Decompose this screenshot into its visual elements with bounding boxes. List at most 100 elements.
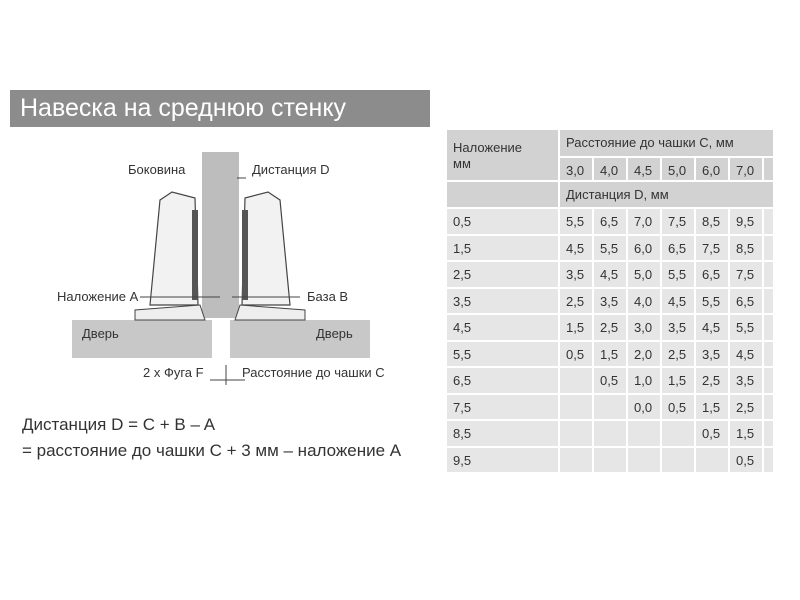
row-header: 1,5 xyxy=(447,235,560,262)
cell: 4,5 xyxy=(696,315,730,342)
cell: 6,5 xyxy=(594,209,628,236)
cell: 4,5 xyxy=(730,341,764,368)
cell: 6,5 xyxy=(696,262,730,289)
cell: 3,5 xyxy=(560,262,594,289)
cell: 3,0 xyxy=(628,315,662,342)
row-header: 6,5 xyxy=(447,368,560,395)
cell: 1,0 xyxy=(628,368,662,395)
cell: 9,5 xyxy=(730,209,764,236)
column-header: 7,0 xyxy=(730,158,764,182)
cell xyxy=(628,421,662,448)
cell xyxy=(560,394,594,421)
cell: 2,5 xyxy=(594,315,628,342)
formula: Дистанция D = C + B – A xyxy=(22,415,216,434)
cell: 5,5 xyxy=(730,315,764,342)
cell: 5,5 xyxy=(560,209,594,236)
row-header: 3,5 xyxy=(447,288,560,315)
filler xyxy=(764,315,775,342)
title: Навеска на среднюю стенку xyxy=(10,90,430,127)
cell xyxy=(662,447,696,474)
cell: 4,5 xyxy=(560,235,594,262)
cell: 7,0 xyxy=(628,209,662,236)
cell: 4,5 xyxy=(594,262,628,289)
cell: 3,5 xyxy=(594,288,628,315)
cell: 3,5 xyxy=(662,315,696,342)
cell: 7,5 xyxy=(696,235,730,262)
cell: 2,5 xyxy=(662,341,696,368)
filler xyxy=(764,394,775,421)
cell: 2,5 xyxy=(560,288,594,315)
cell: 0,5 xyxy=(696,421,730,448)
cell: 1,5 xyxy=(560,315,594,342)
row-header: 8,5 xyxy=(447,421,560,448)
diagram xyxy=(72,152,370,385)
row-header: 9,5 xyxy=(447,447,560,474)
column-header: 4,5 xyxy=(628,158,662,182)
cell: 2,5 xyxy=(730,394,764,421)
filler xyxy=(764,341,775,368)
cell xyxy=(696,447,730,474)
filler xyxy=(764,262,775,289)
cell xyxy=(594,447,628,474)
cell: 0,5 xyxy=(662,394,696,421)
cell: 6,0 xyxy=(628,235,662,262)
cell: 7,5 xyxy=(730,262,764,289)
cell: 0,5 xyxy=(730,447,764,474)
row-header: 5,5 xyxy=(447,341,560,368)
filler xyxy=(764,209,775,236)
cell: 3,5 xyxy=(730,368,764,395)
cell xyxy=(560,368,594,395)
cell: 8,5 xyxy=(696,209,730,236)
cell: 4,5 xyxy=(662,288,696,315)
corner-text: мм xyxy=(453,156,471,171)
filler xyxy=(764,368,775,395)
filler xyxy=(764,421,775,448)
filler xyxy=(447,182,560,209)
label: Боковина xyxy=(128,162,186,177)
sub-header: Дистанция D, мм xyxy=(560,182,775,209)
cell xyxy=(594,421,628,448)
row-header: 2,5 xyxy=(447,262,560,289)
row-header: 7,5 xyxy=(447,394,560,421)
cell: 8,5 xyxy=(730,235,764,262)
filler xyxy=(764,288,775,315)
group-header: Расстояние до чашки C, мм xyxy=(560,130,775,158)
cell: 0,0 xyxy=(628,394,662,421)
cell: 5,5 xyxy=(594,235,628,262)
formula: = расстояние до чашки C + 3 мм – наложен… xyxy=(22,441,402,460)
label: Дистанция D xyxy=(252,162,330,177)
cell: 1,5 xyxy=(662,368,696,395)
cell: 7,5 xyxy=(662,209,696,236)
cell: 1,5 xyxy=(594,341,628,368)
corner-header: Наложение мм xyxy=(447,130,560,182)
cell: 2,0 xyxy=(628,341,662,368)
cell xyxy=(594,394,628,421)
cell: 3,5 xyxy=(696,341,730,368)
column-header: 4,0 xyxy=(594,158,628,182)
cell xyxy=(628,447,662,474)
filler xyxy=(764,447,775,474)
cell xyxy=(560,447,594,474)
cell xyxy=(560,421,594,448)
cell: 5,0 xyxy=(628,262,662,289)
row-header: 0,5 xyxy=(447,209,560,236)
cell: 6,5 xyxy=(730,288,764,315)
cell xyxy=(662,421,696,448)
row-header: 4,5 xyxy=(447,315,560,342)
label: Расстояние до чашки C xyxy=(242,365,385,380)
label: Дверь xyxy=(316,326,353,341)
label: 2 x Фуга F xyxy=(143,365,204,380)
column-header: 6,0 xyxy=(696,158,730,182)
label: Дверь xyxy=(82,326,119,341)
cell: 6,5 xyxy=(662,235,696,262)
cell: 1,5 xyxy=(696,394,730,421)
cell: 5,5 xyxy=(662,262,696,289)
label: Наложение A xyxy=(57,289,139,304)
cell: 5,5 xyxy=(696,288,730,315)
filler xyxy=(764,235,775,262)
column-header: 5,0 xyxy=(662,158,696,182)
cell: 2,5 xyxy=(696,368,730,395)
corner-text: Наложение xyxy=(453,140,523,155)
cell: 0,5 xyxy=(594,368,628,395)
